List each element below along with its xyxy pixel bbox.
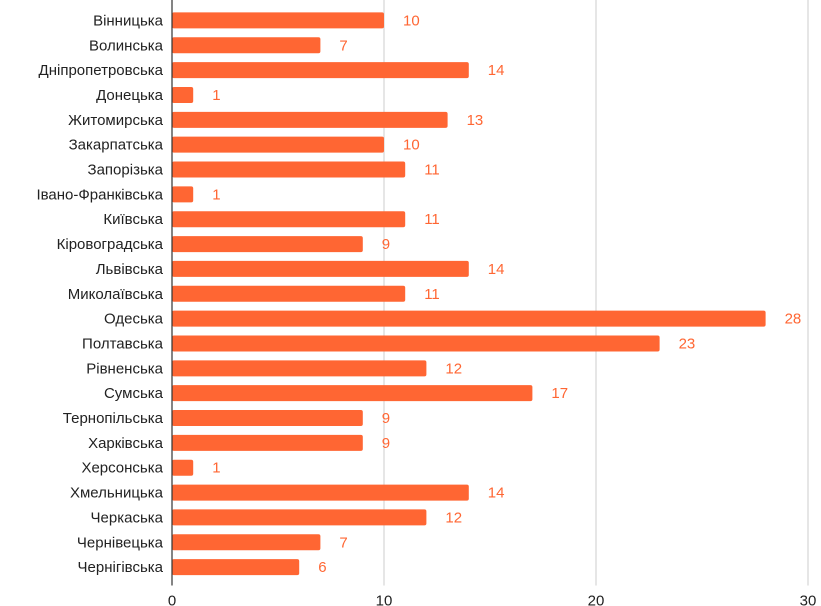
bar-харківська [172,434,363,451]
category-label-закарпатська: Закарпатська [69,137,164,154]
bar-миколаївська [172,285,406,302]
value-label-київська: 11 [424,211,440,228]
bar-івано-франківська [172,186,194,203]
category-label-хмельницька: Хмельницька [70,485,164,502]
value-label-запорізька: 11 [424,162,440,179]
value-label-сумська: 17 [551,385,568,402]
bar-одеська [172,310,766,327]
value-label-черкаська: 12 [445,509,462,526]
category-label-харківська: Харківська [88,435,164,452]
category-label-херсонська: Херсонська [81,460,163,477]
bar-хмельницька [172,484,469,501]
category-label-сумська: Сумська [104,385,164,402]
bar-житомирська [172,111,448,128]
category-label-київська: Київська [103,211,163,228]
category-label-житомирська: Житомирська [68,112,164,129]
category-label-чернігівська: Чернігівська [78,559,164,576]
category-label-рівненська: Рівненська [86,360,163,377]
category-label-волинська: Волинська [89,37,164,54]
x-tick-labels: 0 10 20 30 [168,593,817,606]
value-label-рівненська: 12 [445,360,462,377]
bar-волинська [172,37,321,54]
x-tick-label-0: 0 [168,593,176,606]
bar-дніпропетровська [172,62,469,79]
bar-київська [172,211,406,228]
bar-донецька [172,86,194,103]
value-label-донецька: 1 [212,87,220,104]
bar-кіровоградська [172,236,363,253]
value-label-полтавська: 23 [679,335,696,352]
bar-запорізька [172,161,406,178]
x-tick-label-20: 20 [588,593,605,606]
value-label-хмельницька: 14 [488,485,505,502]
category-label-львівська: Львівська [96,261,164,278]
category-label-миколаївська: Миколаївська [68,286,164,303]
category-label-запорізька: Запорізька [88,162,164,179]
category-label-одеська: Одеська [104,311,164,328]
bar-львівська [172,260,469,277]
bar-вінницька [172,12,384,29]
bars [172,12,766,576]
value-label-чернівецька: 7 [339,534,347,551]
value-label-вінницька: 10 [403,12,420,29]
category-label-чернівецька: Чернівецька [77,534,164,551]
bar-черкаська [172,509,427,526]
category-label-донецька: Донецька [96,87,164,104]
category-label-черкаська: Черкаська [91,509,164,526]
value-label-тернопільська: 9 [382,410,390,427]
category-label-івано-франківська: Івано-Франківська [36,186,163,203]
value-label-кіровоградська: 9 [382,236,390,253]
value-label-житомирська: 13 [467,112,484,129]
category-label-вінницька: Вінницька [93,12,164,29]
x-tick-label-30: 30 [800,593,817,606]
value-label-харківська: 9 [382,435,390,452]
category-labels: Вінницька Волинська Дніпропетровська Донець… [36,12,163,576]
value-label-одеська: 28 [785,311,802,328]
value-label-чернігівська: 6 [318,559,326,576]
value-label-херсонська: 1 [212,460,220,477]
value-label-закарпатська: 10 [403,137,420,154]
x-tick-label-10: 10 [376,593,393,606]
value-label-дніпропетровська: 14 [488,62,505,79]
bar-закарпатська [172,136,384,153]
bar-чернівецька [172,534,321,551]
bar-сумська [172,385,533,402]
bar-рівненська [172,360,427,377]
category-label-кіровоградська: Кіровоградська [57,236,164,253]
value-label-івано-франківська: 1 [212,186,220,203]
category-label-тернопільська: Тернопільська [63,410,164,427]
value-label-волинська: 7 [339,37,347,54]
category-label-полтавська: Полтавська [82,335,164,352]
bar-тернопільська [172,410,363,427]
bar-херсонська [172,459,194,476]
value-label-миколаївська: 11 [424,286,440,303]
value-label-львівська: 14 [488,261,505,278]
bar-чернігівська [172,559,300,576]
bar-полтавська [172,335,660,352]
category-label-дніпропетровська: Дніпропетровська [39,62,164,79]
